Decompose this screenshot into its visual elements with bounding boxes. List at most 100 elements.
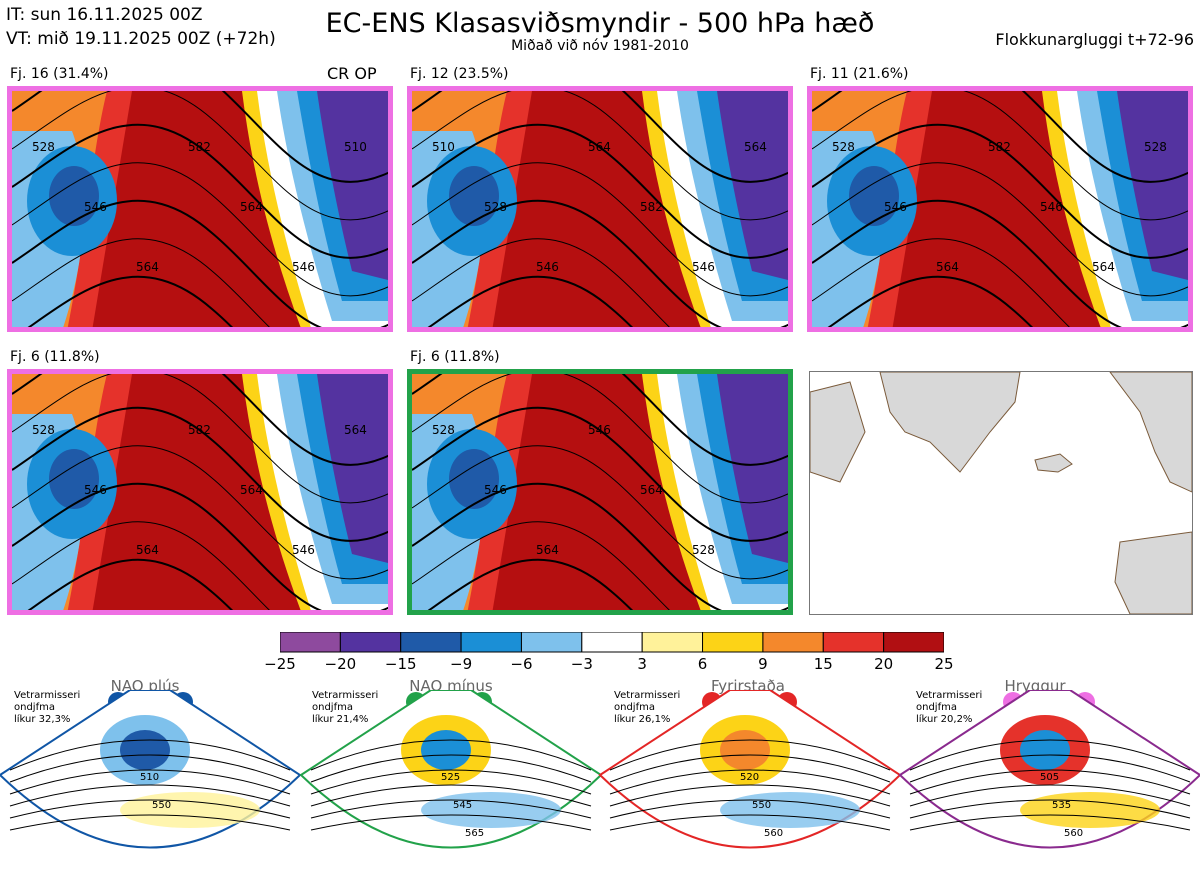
page-title: EC-ENS Klasasviðsmyndir - 500 hPa hæð bbox=[325, 8, 875, 39]
regime-stats-blocking: Vetrarmisseri ondjfma líkur 26,1% bbox=[614, 690, 681, 725]
regime-anomaly-b bbox=[120, 730, 170, 770]
regime-contour-label: 550 bbox=[152, 800, 171, 811]
classification-window: Flokkunargluggi t+72-96 bbox=[995, 30, 1194, 49]
regime-stats-nao-plus: Vetrarmisseri ondjfma líkur 32,3% bbox=[14, 690, 81, 725]
regime-contour-label: 560 bbox=[1064, 828, 1083, 839]
contour-label: 546 bbox=[84, 200, 107, 214]
height-contour bbox=[12, 123, 388, 259]
anomaly-east-trough-core bbox=[717, 374, 788, 563]
regime-contour bbox=[909, 814, 1191, 831]
colorbar-swatch bbox=[822, 632, 885, 653]
height-contour bbox=[412, 91, 788, 183]
contour-label: 528 bbox=[32, 140, 55, 154]
base-map bbox=[809, 371, 1193, 615]
regime-contour bbox=[310, 814, 592, 831]
cluster-label-2: Fj. 12 (23.5%) bbox=[410, 66, 509, 82]
europe-landmass bbox=[1114, 531, 1192, 614]
height-contour bbox=[812, 162, 1188, 297]
colorbar-swatch bbox=[581, 632, 643, 653]
height-contour bbox=[412, 521, 670, 610]
cluster-label-1: Fj. 16 (31.4%) bbox=[10, 66, 109, 82]
colorbar-tick: −15 bbox=[384, 655, 417, 673]
regime-contour bbox=[609, 754, 891, 783]
height-contour bbox=[12, 238, 270, 327]
colorbar-tick: 6 bbox=[697, 655, 708, 673]
contour-label: 564 bbox=[936, 260, 959, 274]
contour-label: 546 bbox=[292, 543, 315, 557]
regime-anomaly-b bbox=[421, 730, 471, 770]
height-contour bbox=[427, 275, 634, 327]
cluster-map-3: 528 546 564 582 546 564 528 bbox=[807, 86, 1193, 332]
regime-anomaly-c bbox=[1020, 792, 1160, 828]
height-contour bbox=[412, 374, 788, 504]
height-contour bbox=[812, 238, 1070, 327]
contour-label: 546 bbox=[692, 260, 715, 274]
colorbar-swatch bbox=[762, 632, 824, 653]
colorbar-tick: −9 bbox=[450, 655, 473, 673]
height-contour bbox=[412, 91, 788, 221]
contour-label: 528 bbox=[832, 140, 855, 154]
contour-label: 582 bbox=[188, 423, 211, 437]
regime-anomaly-c bbox=[421, 792, 561, 828]
regime-contour bbox=[9, 739, 291, 771]
contour-label: 546 bbox=[588, 423, 611, 437]
cluster-label-4: Fj. 6 (11.8%) bbox=[10, 349, 100, 365]
regime-contour bbox=[310, 784, 592, 807]
contour-label: 564 bbox=[344, 423, 367, 437]
regime-contour-label: 520 bbox=[740, 772, 759, 783]
anomaly-west-core bbox=[449, 449, 499, 509]
greenland-landmass bbox=[879, 372, 1021, 473]
colorbar-tick: −3 bbox=[570, 655, 593, 673]
regime-contour-label: 505 bbox=[1040, 772, 1059, 783]
initial-time: IT: sun 16.11.2025 00Z bbox=[6, 5, 203, 25]
canada-landmass bbox=[810, 381, 866, 483]
height-contour bbox=[12, 162, 388, 297]
contour-label: 564 bbox=[136, 543, 159, 557]
colorbar-tick: 3 bbox=[637, 655, 647, 673]
regime-contour bbox=[9, 814, 291, 831]
contour-label: 546 bbox=[292, 260, 315, 274]
regime-contour bbox=[909, 739, 1191, 771]
regime-contour bbox=[609, 784, 891, 807]
cluster-label-3: Fj. 11 (21.6%) bbox=[810, 66, 909, 82]
colorbar-swatch bbox=[280, 632, 341, 653]
height-contour bbox=[412, 123, 788, 259]
regime-contour bbox=[609, 799, 891, 819]
iceland-landmass bbox=[1034, 453, 1073, 473]
cluster-map-1: 528 546 564 582 564 546 510 bbox=[7, 86, 393, 332]
anomaly-west-core bbox=[449, 166, 499, 226]
height-contour bbox=[12, 521, 270, 610]
regime-anomaly-c bbox=[120, 792, 260, 828]
contour-label: 564 bbox=[1092, 260, 1115, 274]
contour-label: 528 bbox=[692, 543, 715, 557]
anomaly-west-core bbox=[49, 166, 99, 226]
height-contour bbox=[427, 558, 634, 610]
colorbar-tick: −6 bbox=[510, 655, 533, 673]
anomaly-west-core bbox=[849, 166, 899, 226]
cr-op-label: CR OP bbox=[327, 64, 377, 83]
anomaly-east-trough-core bbox=[317, 91, 388, 280]
contour-label: 528 bbox=[484, 200, 507, 214]
anomaly-west-core bbox=[49, 449, 99, 509]
regime-maps: 510 550 525 545 565 520 550 560 505 535 560 bbox=[0, 690, 1200, 849]
height-contour bbox=[812, 123, 1188, 259]
contour-label: 564 bbox=[240, 483, 263, 497]
contour-label: 546 bbox=[1040, 200, 1063, 214]
regime-contour bbox=[9, 754, 291, 783]
colorbar-tick: −20 bbox=[324, 655, 357, 673]
contour-label: 528 bbox=[32, 423, 55, 437]
contour-label: 546 bbox=[84, 483, 107, 497]
climatology-subtitle: Miðað við nóv 1981-2010 bbox=[511, 38, 689, 54]
height-contour bbox=[12, 482, 388, 610]
colorbar-swatch bbox=[339, 632, 402, 653]
contour-label: 510 bbox=[432, 140, 455, 154]
regime-contour bbox=[609, 769, 891, 795]
regime-anomaly-b bbox=[720, 730, 770, 770]
contour-label: 582 bbox=[188, 140, 211, 154]
regime-contour-label: 560 bbox=[764, 828, 783, 839]
regime-contour-label: 565 bbox=[465, 828, 484, 839]
regime-contour bbox=[609, 739, 891, 771]
regime-stats-nao-minus: Vetrarmisseri ondjfma líkur 21,4% bbox=[312, 690, 379, 725]
colorbar-swatch bbox=[883, 632, 944, 653]
